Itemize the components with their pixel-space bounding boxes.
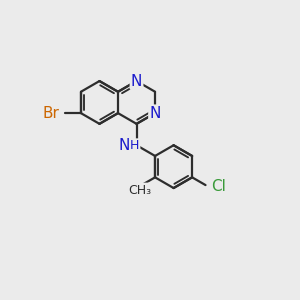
Text: CH₃: CH₃	[128, 184, 152, 196]
Text: N: N	[118, 138, 130, 153]
Text: Cl: Cl	[211, 179, 226, 194]
Text: N: N	[149, 106, 161, 121]
Text: H: H	[130, 139, 140, 152]
Text: N: N	[131, 74, 142, 88]
Text: Br: Br	[42, 106, 59, 121]
